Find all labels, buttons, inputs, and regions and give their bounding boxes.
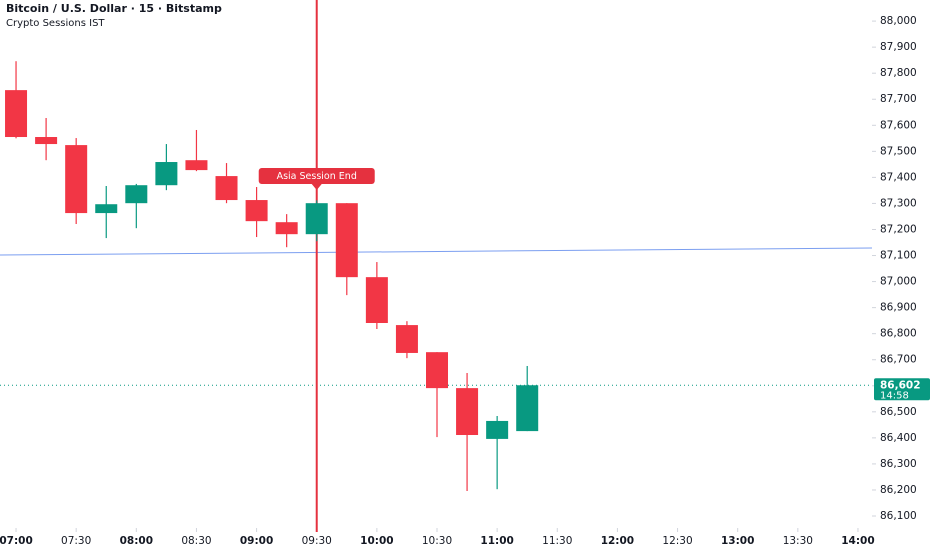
candle-body bbox=[125, 185, 148, 204]
x-tick-label: 09:30 bbox=[302, 535, 332, 547]
x-tick-label: 07:30 bbox=[61, 535, 91, 547]
y-tick-label: 87,100 bbox=[880, 250, 917, 262]
x-tick-label: 08:30 bbox=[181, 535, 211, 547]
y-tick-label: 87,000 bbox=[880, 276, 917, 288]
y-tick-label: 86,900 bbox=[880, 302, 917, 314]
candle-body bbox=[335, 203, 358, 278]
y-tick-label: 86,700 bbox=[880, 354, 917, 366]
candle-body bbox=[456, 388, 479, 436]
x-tick-label: 13:00 bbox=[721, 535, 754, 547]
annotation-pointer bbox=[311, 184, 322, 190]
price-label: 86,602 bbox=[880, 379, 921, 391]
y-tick-label: 86,200 bbox=[880, 484, 917, 496]
countdown-label: 14:58 bbox=[880, 390, 909, 401]
candle-body bbox=[5, 90, 28, 138]
candle-body bbox=[95, 204, 118, 214]
candle-body bbox=[65, 145, 88, 214]
y-tick-label: 88,000 bbox=[880, 15, 917, 27]
y-tick-label: 86,500 bbox=[880, 406, 917, 418]
candle-body bbox=[215, 176, 238, 201]
x-tick-label: 10:30 bbox=[422, 535, 452, 547]
x-tick-label: 11:30 bbox=[542, 535, 572, 547]
price-label-box bbox=[874, 378, 930, 401]
trend-line bbox=[0, 247, 873, 256]
annotation-label: Asia Session End bbox=[277, 171, 357, 182]
chart-title: Bitcoin / U.S. Dollar · 15 · Bitstamp bbox=[6, 2, 222, 15]
indicator-name: Crypto Sessions IST bbox=[6, 18, 105, 29]
annotation-box bbox=[258, 168, 375, 184]
candle-body bbox=[305, 203, 328, 235]
y-tick-label: 87,900 bbox=[880, 41, 917, 53]
candle-body bbox=[486, 420, 509, 439]
y-tick-label: 87,200 bbox=[880, 223, 917, 235]
candle-body bbox=[35, 137, 58, 145]
x-tick-label: 07:00 bbox=[0, 535, 33, 547]
x-tick-label: 11:00 bbox=[480, 535, 513, 547]
y-tick-label: 87,700 bbox=[880, 93, 917, 105]
y-tick-label: 87,300 bbox=[880, 197, 917, 209]
y-tick-label: 86,400 bbox=[880, 432, 917, 444]
y-tick-label: 87,500 bbox=[880, 145, 917, 157]
y-tick-label: 86,100 bbox=[880, 510, 917, 522]
candle-body bbox=[245, 200, 268, 222]
candle-body bbox=[365, 277, 388, 323]
x-tick-label: 13:30 bbox=[783, 535, 813, 547]
x-tick-label: 10:00 bbox=[360, 535, 393, 547]
y-tick-label: 87,800 bbox=[880, 67, 917, 79]
x-tick-label: 08:00 bbox=[120, 535, 153, 547]
y-tick-label: 86,800 bbox=[880, 328, 917, 340]
candle-body bbox=[275, 222, 298, 235]
x-tick-label: 12:30 bbox=[662, 535, 692, 547]
candle-body bbox=[155, 162, 178, 186]
x-tick-label: 12:00 bbox=[601, 535, 634, 547]
x-tick-label: 14:00 bbox=[841, 535, 874, 547]
candle-body bbox=[426, 352, 449, 389]
y-tick-label: 86,300 bbox=[880, 458, 917, 470]
x-tick-label: 09:00 bbox=[240, 535, 273, 547]
candle-body bbox=[185, 160, 208, 171]
candle-body bbox=[516, 385, 539, 432]
y-tick-label: 87,600 bbox=[880, 119, 917, 131]
candle-body bbox=[395, 325, 418, 353]
y-tick-label: 87,400 bbox=[880, 171, 917, 183]
